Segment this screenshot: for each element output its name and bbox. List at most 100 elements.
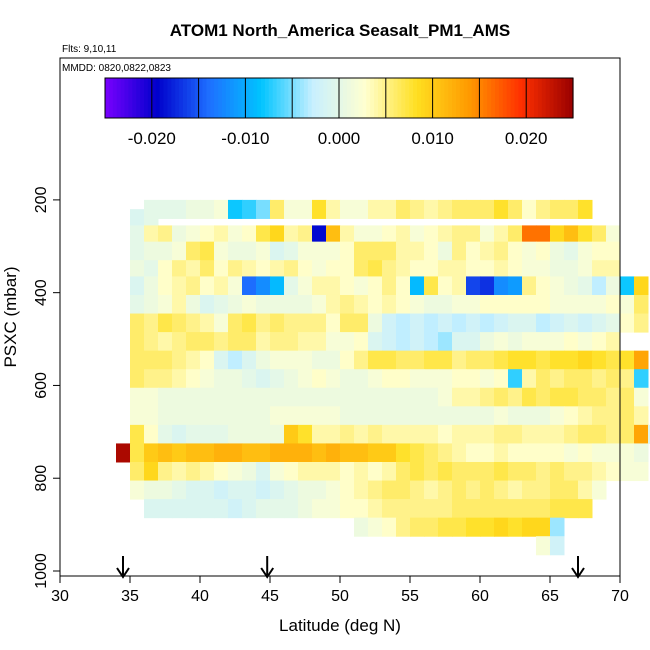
heatmap-cell — [158, 443, 173, 463]
heatmap-cell — [158, 424, 173, 444]
heatmap-cell — [494, 225, 509, 245]
heatmap-cell — [228, 199, 243, 219]
heatmap-cell — [452, 480, 467, 500]
heatmap-cell — [312, 313, 327, 333]
colorbar-segment — [261, 78, 266, 118]
heatmap-cell — [284, 499, 299, 519]
colorbar-segment — [108, 78, 114, 118]
colorbar-segment — [561, 78, 566, 118]
colorbar-segment — [553, 78, 558, 118]
colorbar-segment — [237, 78, 243, 118]
heatmap-cell — [480, 461, 495, 482]
heatmap-cell — [200, 499, 215, 519]
colorbar-segment — [374, 78, 379, 118]
x-tick-label: 50 — [331, 588, 349, 605]
heatmap-cell — [130, 241, 145, 261]
heatmap-cell — [284, 332, 299, 352]
heatmap-cell — [536, 241, 551, 261]
heatmap-cell — [298, 241, 313, 261]
heatmap-cell — [424, 461, 439, 482]
heatmap-cell — [494, 406, 509, 426]
x-tick-label: 70 — [611, 588, 629, 605]
heatmap-cell — [354, 260, 369, 280]
heatmap-cell — [410, 199, 425, 219]
heatmap-cell — [494, 369, 509, 389]
heatmap-cell — [452, 199, 467, 219]
heatmap-cell — [214, 350, 229, 370]
heatmap-cell — [550, 294, 565, 315]
colorbar-segment — [483, 78, 488, 118]
heatmap-cell — [620, 443, 635, 463]
colorbar-segment — [342, 78, 348, 118]
heatmap-cell — [256, 260, 271, 280]
heatmap-cell — [508, 199, 523, 219]
colorbar-segment — [210, 78, 215, 118]
colorbar-segment — [413, 78, 418, 118]
heatmap-cell — [242, 480, 257, 500]
heatmap-cell — [410, 424, 425, 444]
heatmap-cell — [536, 199, 551, 219]
heatmap-cell — [592, 480, 607, 500]
heatmap-cell — [494, 443, 509, 463]
colorbar-segment — [225, 78, 231, 118]
heatmap-cell — [242, 387, 257, 407]
heatmap-cell — [466, 199, 481, 219]
heatmap-cell — [130, 406, 145, 426]
heatmap-cell — [466, 499, 481, 519]
heatmap-cell — [270, 461, 285, 482]
colorbar-segment — [214, 78, 219, 118]
flight-arrows — [116, 556, 585, 579]
heatmap-cell — [368, 461, 383, 482]
heatmap-cell — [424, 313, 439, 333]
heatmap-cell — [480, 276, 495, 296]
heatmap-cell — [494, 387, 509, 407]
heatmap-cell — [578, 406, 593, 426]
colorbar-segment — [167, 78, 172, 118]
heatmap-cell — [298, 260, 313, 280]
heatmap-cell — [396, 443, 411, 463]
heatmap-cell — [340, 424, 355, 444]
colorbar-segment — [202, 78, 207, 118]
heatmap-cell — [312, 480, 327, 500]
heatmap-cell — [144, 424, 159, 444]
colorbar-segment — [471, 78, 477, 118]
colorbar-segment — [194, 78, 200, 118]
arrow-head — [260, 567, 275, 579]
colorbar-segment — [272, 78, 278, 118]
heatmap-cell — [186, 199, 201, 219]
heatmap-cell — [130, 225, 145, 245]
colorbar-segment — [112, 78, 118, 118]
heatmap-cell — [508, 241, 523, 261]
heatmap-cell — [382, 369, 397, 389]
heatmap-cell — [396, 241, 411, 261]
heatmap-cell — [326, 199, 341, 219]
heatmap-cell — [326, 260, 341, 280]
heatmap-cell — [270, 294, 285, 315]
heatmap-cell — [508, 276, 523, 296]
heatmap-cell — [228, 313, 243, 333]
heatmap-cell — [312, 199, 327, 219]
colorbar-segment — [132, 78, 137, 118]
heatmap-cell — [536, 313, 551, 333]
heatmap-cell — [242, 461, 257, 482]
heatmap-cell — [410, 225, 425, 245]
colorbar-segment — [233, 78, 239, 118]
heatmap-cell — [452, 241, 467, 261]
heatmap-cell — [592, 369, 607, 389]
heatmap-cell — [214, 369, 229, 389]
heatmap-cell — [410, 241, 425, 261]
colorbar-segment — [268, 78, 274, 118]
heatmap-cell — [256, 387, 271, 407]
heatmap-cell — [620, 387, 635, 407]
heatmap-cell — [172, 480, 187, 500]
colorbar-segment — [307, 78, 313, 118]
heatmap-cell — [438, 313, 453, 333]
heatmap-cell — [480, 387, 495, 407]
colorbar-segment — [362, 78, 367, 118]
colorbar-segment — [249, 78, 254, 118]
heatmap-cell — [144, 443, 159, 463]
heatmap-cell — [564, 276, 579, 296]
heatmap-cell — [298, 350, 313, 370]
heatmap-cell — [410, 260, 425, 280]
heatmap-cell — [130, 260, 145, 280]
